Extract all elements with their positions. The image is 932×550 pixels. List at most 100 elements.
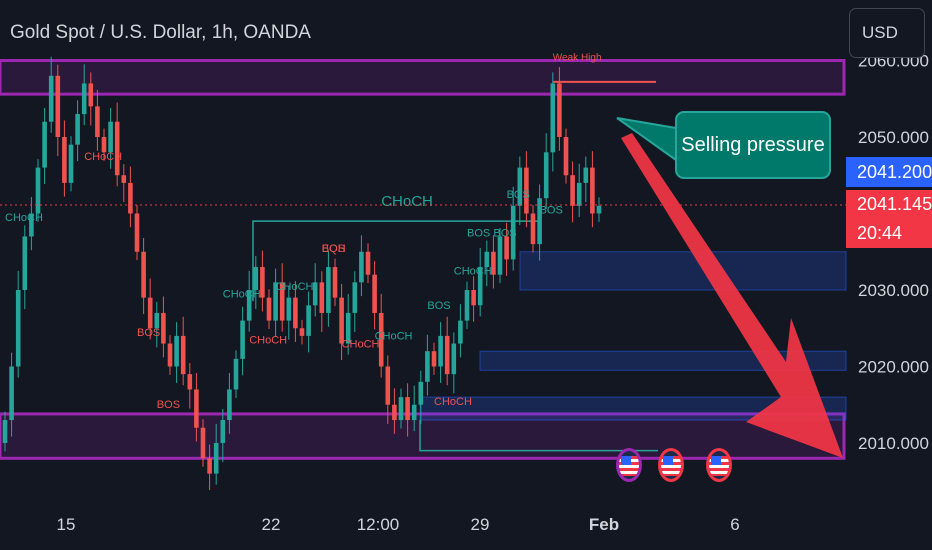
candle (55, 75, 61, 137)
candle (48, 75, 54, 122)
us-flag-icon[interactable] (658, 448, 684, 482)
structure-label: EQH (322, 243, 346, 255)
candle (339, 297, 344, 344)
structure-label: BOS (493, 227, 516, 239)
candle (563, 137, 569, 176)
zones-layer (0, 59, 846, 460)
candle (121, 175, 127, 183)
structure-label: BOS (467, 227, 490, 239)
candle (385, 366, 391, 405)
candle (2, 420, 8, 443)
candle (458, 320, 463, 344)
candle (590, 167, 595, 214)
candle (451, 343, 457, 375)
candle (517, 167, 523, 206)
candle (504, 236, 509, 260)
candle (418, 381, 424, 405)
price-tick-label: 2050.000 (858, 128, 929, 147)
levels-layer (252, 80, 658, 452)
time-tick-label: Feb (589, 515, 619, 534)
candle (359, 251, 364, 283)
candle (62, 137, 67, 183)
candle (114, 121, 120, 176)
candle (246, 290, 252, 321)
candle (299, 328, 305, 336)
candle (425, 351, 430, 382)
candle (180, 335, 186, 375)
candle (464, 290, 470, 321)
candle (279, 282, 285, 321)
candle (108, 121, 113, 153)
candle (293, 297, 298, 329)
bid-price-tag: 2041.145 20:44 (846, 190, 932, 248)
candle (29, 213, 34, 237)
choch-line (419, 420, 658, 452)
candle (438, 335, 443, 367)
candle (147, 297, 153, 329)
structure-label: BOS (540, 205, 563, 217)
candle (101, 137, 107, 153)
structure-label: CHoCH (434, 396, 472, 408)
candle (596, 205, 602, 214)
candle (497, 236, 503, 275)
us-flag-icon[interactable] (616, 448, 642, 482)
time-tick-label: 29 (471, 515, 490, 534)
structure-label: BOS (137, 327, 160, 339)
bar-countdown: 20:44 (857, 223, 903, 243)
candle (405, 397, 410, 421)
last-price-tag: 2041.200 (846, 157, 932, 187)
symbol-title: Gold Spot / U.S. Dollar, 1h, OANDA (10, 22, 311, 43)
candle (471, 290, 476, 306)
candle (9, 366, 14, 421)
price-tick-label: 2020.000 (858, 358, 929, 377)
candle (286, 297, 292, 321)
us-flag-icon[interactable] (706, 448, 732, 482)
price-tick-label: 2010.000 (858, 434, 929, 453)
candle (431, 351, 437, 367)
structure-label: CHoCH (5, 212, 43, 224)
candle (491, 251, 496, 275)
order-blocks-layer (419, 251, 847, 421)
structure-label: BOS (427, 300, 450, 312)
candle (154, 312, 160, 329)
candle (15, 290, 21, 367)
candle (128, 182, 133, 214)
candle (319, 282, 325, 313)
structure-label: CHoCH (454, 266, 492, 278)
structure-label: CHoCH (223, 289, 261, 301)
candle (510, 205, 516, 260)
structure-label: CHoCH (276, 281, 314, 293)
candle (35, 167, 41, 214)
time-tick-label: 6 (730, 515, 739, 534)
candle (484, 251, 490, 268)
candle (260, 267, 265, 298)
candle (68, 144, 74, 183)
bid-price-value: 2041.145 (857, 194, 932, 214)
candle (42, 121, 47, 168)
candle (187, 374, 193, 390)
candle (220, 420, 226, 443)
candle (372, 274, 377, 313)
candle (167, 343, 173, 367)
time-tick-label: 15 (57, 515, 76, 534)
candle (543, 152, 549, 199)
candle (345, 312, 351, 344)
candle (570, 175, 575, 206)
candle (583, 167, 589, 183)
order-block (419, 396, 847, 421)
candle (81, 83, 87, 115)
candle (557, 83, 562, 137)
time-axis: 15 22 12:00 29 Feb 6 (57, 515, 740, 534)
choch-line (252, 220, 540, 302)
candle (444, 335, 450, 375)
candle (200, 427, 206, 459)
candle (365, 251, 371, 275)
candle (576, 182, 582, 206)
candle (537, 198, 542, 245)
structure-label: BOS (322, 243, 345, 255)
candle (326, 267, 331, 313)
candles-layer (2, 56, 602, 491)
structure-label: BOS (157, 399, 180, 411)
currency-button[interactable]: USD (849, 8, 925, 58)
